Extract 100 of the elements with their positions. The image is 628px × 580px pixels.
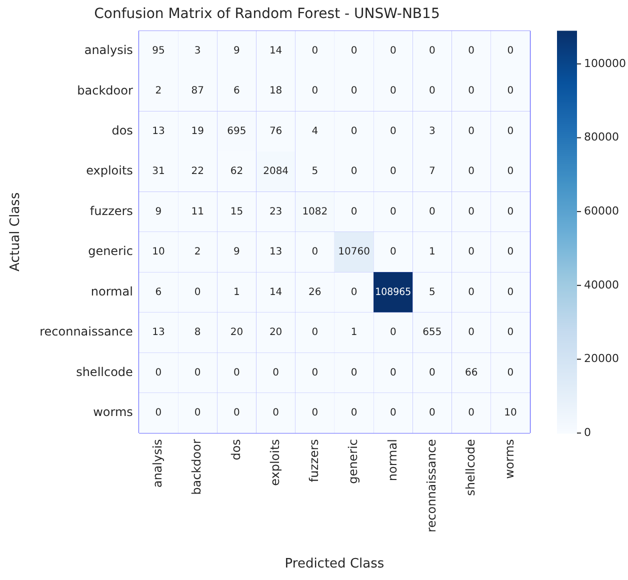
data-label: 0 <box>507 367 514 378</box>
data-label: 31 <box>152 166 165 178</box>
data-label: 20 <box>269 327 282 338</box>
x-tick-label: dos <box>228 439 243 460</box>
data-label: 9 <box>234 246 240 258</box>
data-label: 10760 <box>338 246 370 258</box>
color-bar-label: 40000 <box>584 278 619 292</box>
data-label: 6 <box>155 286 162 298</box>
data-label: 18 <box>269 86 282 97</box>
data-label: 0 <box>507 46 514 57</box>
data-label: 0 <box>507 327 514 338</box>
data-label: 0 <box>350 46 358 57</box>
data-label: 0 <box>194 367 201 378</box>
data-label: 0 <box>350 367 358 378</box>
data-label: 0 <box>155 367 162 378</box>
data-label: 15 <box>230 206 244 218</box>
data-label: 0 <box>468 86 475 97</box>
y-tick-label: shellcode <box>76 364 133 379</box>
data-label: 0 <box>507 166 514 178</box>
data-label: 2 <box>155 86 162 97</box>
data-label: 0 <box>507 86 514 97</box>
color-bar-label: 20000 <box>584 352 619 366</box>
data-label: 0 <box>429 86 436 97</box>
data-label: 0 <box>194 408 201 419</box>
data-label: 9 <box>234 46 240 57</box>
y-tick-label: dos <box>112 123 133 138</box>
data-label: 2084 <box>263 166 289 178</box>
data-label: 19 <box>191 126 204 137</box>
data-label: 66 <box>464 367 478 378</box>
data-label: 0 <box>390 86 396 97</box>
data-label: 8 <box>194 327 201 338</box>
data-label: 0 <box>350 126 358 137</box>
data-label: 1 <box>350 327 358 338</box>
data-label: 0 <box>350 86 358 97</box>
data-label: 0 <box>507 286 514 298</box>
data-label: 0 <box>468 327 475 338</box>
data-label: 0 <box>234 408 240 419</box>
data-label: 0 <box>390 408 396 419</box>
data-label: 1 <box>234 286 240 298</box>
x-tick-label: normal <box>385 439 400 482</box>
data-label: 0 <box>234 367 240 378</box>
data-label: 0 <box>312 408 318 419</box>
data-label: 76 <box>269 126 282 137</box>
y-tick-label: exploits <box>86 164 133 178</box>
data-label: 26 <box>308 286 322 298</box>
x-tick-label: backdoor <box>190 439 204 495</box>
x-tick-label: exploits <box>268 439 282 486</box>
data-label: 0 <box>350 408 358 419</box>
data-label: 0 <box>468 246 475 258</box>
x-tick-label: worms <box>502 439 517 479</box>
data-label: 5 <box>429 286 436 298</box>
data-label: 3 <box>429 126 436 137</box>
data-label: 0 <box>390 166 396 178</box>
data-label: 5 <box>312 166 318 178</box>
data-label: 7 <box>429 166 436 178</box>
data-label: 10 <box>504 408 517 419</box>
data-label: 0 <box>507 246 514 258</box>
data-label: 0 <box>468 166 475 178</box>
y-tick-label: generic <box>88 244 133 258</box>
data-label: 1 <box>429 246 436 258</box>
data-label: 108965 <box>375 286 412 298</box>
data-label: 3 <box>194 46 201 57</box>
data-label: 14 <box>269 46 282 57</box>
data-label: 0 <box>390 246 396 258</box>
data-label: 0 <box>390 46 396 57</box>
data-label: 0 <box>194 286 201 298</box>
data-label: 0 <box>312 327 318 338</box>
y-tick-label: backdoor <box>77 83 133 98</box>
data-label: 11 <box>191 206 204 218</box>
data-label: 655 <box>422 327 442 338</box>
data-label: 9 <box>155 206 162 218</box>
data-label: 0 <box>272 367 279 378</box>
data-label: 0 <box>507 126 514 137</box>
color-bar-label: 80000 <box>584 130 619 144</box>
data-label: 0 <box>390 206 396 218</box>
x-tick-label: reconnaissance <box>424 439 438 532</box>
data-label: 0 <box>429 408 436 419</box>
y-tick-label: worms <box>93 405 133 420</box>
data-label: 23 <box>269 206 282 218</box>
x-axis-title: Predicted Class <box>284 556 384 572</box>
data-label: 14 <box>269 286 282 298</box>
data-label: 0 <box>312 367 318 378</box>
data-label: 0 <box>468 408 475 419</box>
data-label: 0 <box>468 286 475 298</box>
data-label: 0 <box>350 286 358 298</box>
data-label: 6 <box>234 86 240 97</box>
data-label: 2 <box>194 246 201 258</box>
data-label: 0 <box>350 206 358 218</box>
data-label: 20 <box>230 327 244 338</box>
data-label: 0 <box>272 408 279 419</box>
data-label: 0 <box>350 166 358 178</box>
x-tick-label: generic <box>346 439 360 484</box>
y-axis-title: Actual Class <box>8 192 24 272</box>
y-tick-label: fuzzers <box>90 204 133 218</box>
data-label: 0 <box>429 367 436 378</box>
data-label: 0 <box>155 408 162 419</box>
data-label: 0 <box>390 367 396 378</box>
data-label: 0 <box>390 126 396 137</box>
data-label: 87 <box>191 86 204 97</box>
data-label: 0 <box>312 246 318 258</box>
